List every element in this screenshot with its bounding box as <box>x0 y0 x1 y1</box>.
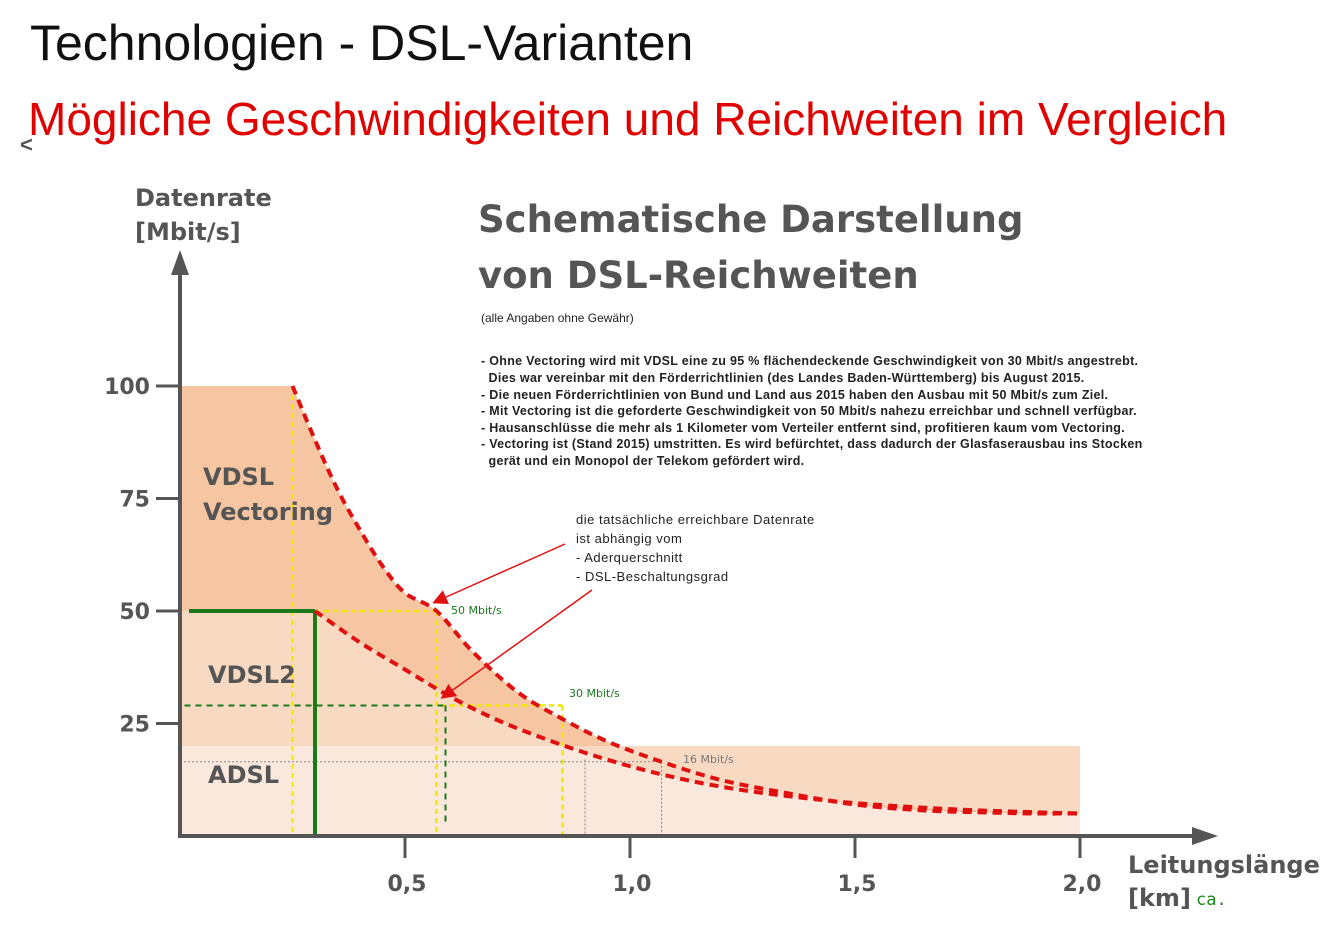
chart-heading-line2: von DSL-Reichweiten <box>478 254 919 297</box>
y-axis-arrow-icon <box>171 250 189 275</box>
y-tick-label: 25 <box>119 713 150 738</box>
callout-line: ist abhängig vom <box>576 531 682 546</box>
y-tick-label: 100 <box>104 375 150 400</box>
series-vdsl2-curve <box>313 609 1081 816</box>
callout-arrow-lower <box>440 589 593 699</box>
slide-subtitle: Mögliche Geschwindigkeiten und Reichweit… <box>28 93 1228 145</box>
band-label-adsl: ADSL <box>208 761 279 789</box>
x-axis-approx-label: ca. <box>1196 890 1227 910</box>
callout-note: die tatsächliche erreichbare Datenrate i… <box>576 512 815 584</box>
x-axis-arrow-icon <box>1192 827 1218 845</box>
bullet-item: - Hausanschlüsse die mehr als 1 Kilomete… <box>481 421 1125 435</box>
chart-heading-line1: Schematische Darstellung <box>478 198 1023 241</box>
callout-line: die tatsächliche erreichbare Datenrate <box>576 512 815 527</box>
corner-mark: < <box>20 132 33 157</box>
bullet-item: - Die neuen Förderrichtlinien von Bund u… <box>481 388 1108 402</box>
bullet-list: - Ohne Vectoring wird mit VDSL eine zu 9… <box>481 354 1143 468</box>
bullet-item: - Mit Vectoring ist die geforderte Gesch… <box>481 404 1137 418</box>
x-axis-title-line2: [km] <box>1128 884 1191 912</box>
bullet-item: - Ohne Vectoring wird mit VDSL eine zu 9… <box>481 354 1138 368</box>
band-label-vdsl2: VDSL2 <box>208 661 296 689</box>
x-tick-label: 0,5 <box>388 872 427 897</box>
band-label-vectoring-line1: VDSL <box>203 463 274 491</box>
y-tick-label: 75 <box>119 488 150 513</box>
band-adsl-tail <box>315 611 1080 814</box>
slide-title: Technologien - DSL-Varianten <box>30 15 694 71</box>
y-axis-title-line1: Datenrate <box>135 184 272 212</box>
rate-label-30: 30 Mbit/s <box>569 687 620 700</box>
callout-line: - Aderquerschnitt <box>576 550 683 565</box>
series-vdsl-vectoring-curve <box>290 385 1081 816</box>
rate-label-16: 16 Mbit/s <box>683 753 734 766</box>
callout-arrow-upper <box>432 543 566 604</box>
x-tick-label: 1,5 <box>838 872 877 897</box>
x-tick-label: 2,0 <box>1063 872 1102 897</box>
rate-label-50: 50 Mbit/s <box>451 604 502 617</box>
callout-line: - DSL-Beschaltungsgrad <box>576 569 729 584</box>
band-label-vectoring-line2: Vectoring <box>203 498 333 526</box>
bullet-item: Dies war vereinbar mit den Förderrichtli… <box>481 371 1085 385</box>
bullet-item: gerät und ein Monopol der Telekom geförd… <box>481 454 804 468</box>
x-tick-label: 1,0 <box>613 872 652 897</box>
bullet-item: - Vectoring ist (Stand 2015) umstritten.… <box>481 437 1143 451</box>
band-vdsl-vectoring <box>180 386 1080 814</box>
y-axis-title-line2: [Mbit/s] <box>135 218 241 246</box>
disclaimer: (alle Angaben ohne Gewähr) <box>481 311 634 325</box>
y-tick-label: 50 <box>119 600 150 625</box>
x-axis-title-line1: Leitungslänge <box>1128 851 1320 879</box>
